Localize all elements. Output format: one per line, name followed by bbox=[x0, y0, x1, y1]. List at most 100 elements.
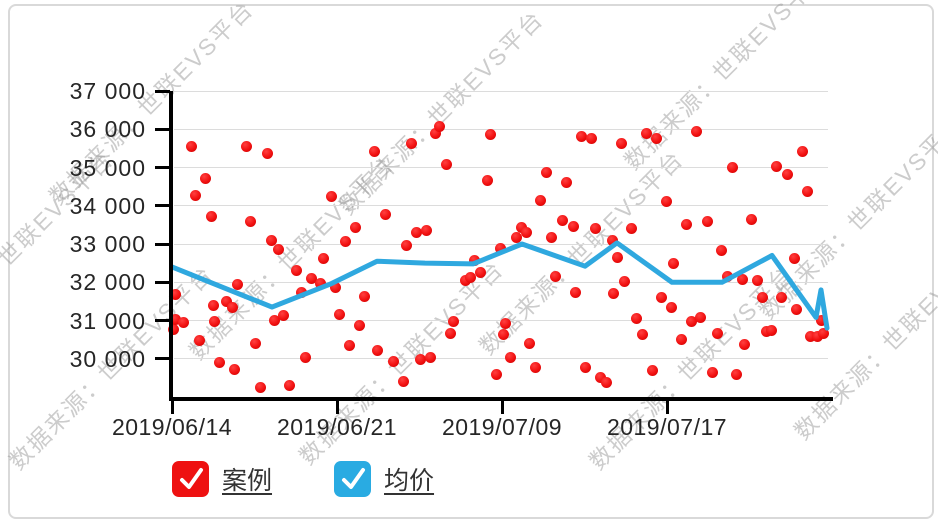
case-dot bbox=[481, 175, 493, 187]
legend-item-avg[interactable]: 均价 bbox=[334, 461, 434, 497]
case-dot bbox=[534, 195, 546, 207]
case-dot bbox=[665, 301, 677, 313]
x-tick-label: 2019/07/17 bbox=[606, 414, 728, 440]
case-dot bbox=[254, 381, 266, 393]
gridline bbox=[174, 281, 828, 283]
case-dot bbox=[329, 282, 341, 294]
case-dot bbox=[464, 271, 476, 283]
case-dot bbox=[379, 209, 391, 221]
case-dot bbox=[545, 232, 557, 244]
chart-legend: 案例 均价 bbox=[172, 461, 434, 497]
gridline bbox=[174, 358, 828, 360]
case-dot bbox=[231, 279, 243, 291]
case-dot bbox=[770, 161, 782, 173]
y-tick-label: 30 000 bbox=[69, 345, 146, 372]
y-axis-tick bbox=[155, 127, 170, 131]
y-axis-tick bbox=[155, 357, 170, 361]
case-dot bbox=[529, 362, 541, 374]
case-dot bbox=[804, 330, 816, 342]
case-dot bbox=[199, 173, 211, 185]
y-tick-label: 32 000 bbox=[69, 269, 146, 296]
case-dot bbox=[751, 275, 763, 287]
checked-checkbox-icon bbox=[334, 461, 372, 497]
case-dot bbox=[655, 292, 667, 304]
x-tick-label: 2019/07/09 bbox=[441, 414, 563, 440]
case-dot bbox=[606, 235, 618, 247]
case-dot bbox=[207, 299, 219, 311]
case-dot bbox=[549, 271, 561, 282]
case-dot bbox=[575, 131, 587, 143]
case-dot bbox=[447, 316, 459, 328]
case-dot bbox=[371, 345, 383, 357]
case-dot bbox=[600, 376, 612, 388]
x-tick-label: 2019/06/14 bbox=[111, 414, 233, 440]
case-dot bbox=[636, 329, 648, 341]
case-dot bbox=[690, 126, 702, 138]
case-dot bbox=[660, 196, 672, 208]
case-dot bbox=[400, 239, 412, 251]
case-dot bbox=[226, 302, 238, 314]
case-dot bbox=[295, 287, 307, 299]
case-dot bbox=[607, 288, 619, 300]
case-dot bbox=[625, 223, 637, 235]
y-tick-label: 31 000 bbox=[69, 307, 146, 334]
case-dot bbox=[353, 320, 365, 332]
case-dot bbox=[611, 251, 623, 263]
case-dot bbox=[420, 225, 432, 237]
y-tick-label: 33 000 bbox=[69, 231, 146, 257]
x-axis-tick bbox=[500, 401, 504, 414]
case-dot bbox=[444, 328, 456, 339]
case-dot bbox=[815, 314, 827, 326]
case-dot bbox=[510, 232, 522, 244]
case-dot bbox=[736, 273, 748, 285]
case-dot bbox=[228, 364, 240, 376]
legend-item-case[interactable]: 案例 bbox=[172, 461, 272, 497]
case-dot bbox=[261, 148, 273, 160]
case-dot bbox=[387, 355, 399, 367]
case-dot bbox=[523, 338, 535, 350]
case-dot bbox=[569, 287, 581, 299]
case-dot bbox=[556, 215, 568, 227]
y-axis-tick bbox=[155, 319, 170, 322]
y-tick-label: 35 000 bbox=[69, 154, 146, 181]
case-dot bbox=[317, 253, 329, 265]
case-dot bbox=[515, 222, 527, 234]
case-dot bbox=[801, 186, 813, 198]
case-dot bbox=[765, 324, 777, 336]
case-dot bbox=[283, 380, 295, 392]
case-dot bbox=[567, 221, 579, 233]
case-dot bbox=[314, 278, 326, 290]
case-dot bbox=[589, 223, 601, 235]
y-axis-tick bbox=[155, 242, 170, 246]
case-dot bbox=[484, 129, 496, 141]
case-dot bbox=[240, 140, 252, 152]
case-dot bbox=[615, 137, 627, 149]
case-dot bbox=[290, 264, 302, 276]
case-dot bbox=[177, 316, 189, 328]
case-dot bbox=[618, 275, 630, 287]
case-dot bbox=[711, 328, 723, 339]
y-axis-tick bbox=[155, 204, 170, 208]
case-dot bbox=[272, 244, 284, 256]
x-axis bbox=[169, 397, 833, 401]
y-axis bbox=[169, 91, 173, 401]
case-dot bbox=[817, 327, 829, 339]
case-dot bbox=[504, 352, 516, 364]
x-axis-tick bbox=[170, 401, 174, 414]
case-dot bbox=[796, 146, 808, 158]
case-dot bbox=[640, 127, 652, 139]
case-dot bbox=[499, 318, 511, 330]
case-dot bbox=[433, 121, 445, 133]
case-dot bbox=[397, 376, 409, 388]
case-dot bbox=[189, 189, 201, 201]
case-dot bbox=[646, 365, 658, 377]
y-axis-tick bbox=[155, 166, 170, 169]
case-dot bbox=[325, 191, 337, 203]
case-dot bbox=[721, 271, 733, 283]
gridline bbox=[174, 90, 828, 92]
legend-label-avg: 均价 bbox=[384, 467, 435, 495]
case-dot bbox=[185, 141, 197, 153]
case-dot bbox=[790, 303, 802, 315]
watermark-text: 数据来源：世联EVS平台 bbox=[789, 230, 938, 445]
